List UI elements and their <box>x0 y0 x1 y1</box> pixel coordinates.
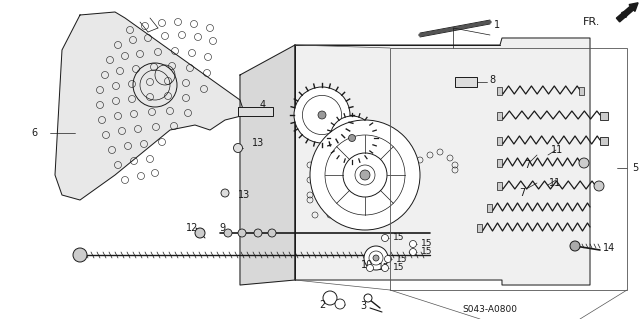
Polygon shape <box>55 12 245 200</box>
Circle shape <box>410 241 417 248</box>
Circle shape <box>330 116 374 160</box>
Polygon shape <box>295 38 590 285</box>
Text: 1: 1 <box>494 20 500 30</box>
Bar <box>497 182 502 190</box>
Text: 3: 3 <box>360 301 366 311</box>
Text: 15: 15 <box>421 248 433 256</box>
Bar <box>390 48 627 290</box>
Circle shape <box>367 264 374 271</box>
Text: 4: 4 <box>260 100 266 110</box>
Text: 11: 11 <box>551 145 563 155</box>
Circle shape <box>381 264 388 271</box>
FancyArrow shape <box>616 3 638 22</box>
Text: 7: 7 <box>524 160 530 170</box>
Text: 15: 15 <box>393 234 404 242</box>
Circle shape <box>195 228 205 238</box>
Circle shape <box>343 153 387 197</box>
Circle shape <box>355 165 375 185</box>
Circle shape <box>325 135 405 215</box>
Bar <box>600 137 608 145</box>
Text: 9: 9 <box>219 223 225 233</box>
Text: 6: 6 <box>32 128 38 138</box>
Circle shape <box>318 111 326 119</box>
Bar <box>477 224 482 232</box>
Circle shape <box>385 256 392 263</box>
Bar <box>238 107 273 116</box>
Bar <box>497 137 502 145</box>
Circle shape <box>302 95 342 135</box>
Circle shape <box>73 248 87 262</box>
Circle shape <box>221 189 229 197</box>
Text: 10: 10 <box>361 260 373 270</box>
Bar <box>497 159 502 167</box>
Circle shape <box>234 144 243 152</box>
Text: 5: 5 <box>632 163 638 173</box>
Circle shape <box>579 158 589 168</box>
Text: S043-A0800: S043-A0800 <box>463 306 518 315</box>
Text: 2: 2 <box>319 300 325 310</box>
Circle shape <box>349 135 355 142</box>
Text: 13: 13 <box>238 190 250 200</box>
Circle shape <box>338 124 366 152</box>
Text: 13: 13 <box>252 138 264 148</box>
Circle shape <box>410 249 417 256</box>
Circle shape <box>254 229 262 237</box>
Polygon shape <box>240 45 295 285</box>
Bar <box>579 87 584 95</box>
Circle shape <box>294 87 350 143</box>
Bar <box>497 87 502 95</box>
Circle shape <box>360 170 370 180</box>
Bar <box>487 204 492 212</box>
Circle shape <box>224 229 232 237</box>
Circle shape <box>310 120 420 230</box>
Circle shape <box>268 229 276 237</box>
Circle shape <box>570 241 580 251</box>
Circle shape <box>364 246 388 270</box>
Bar <box>600 112 608 120</box>
Circle shape <box>335 299 345 309</box>
Circle shape <box>364 294 372 302</box>
Circle shape <box>373 255 379 261</box>
Text: 15: 15 <box>378 263 390 272</box>
Circle shape <box>238 229 246 237</box>
Circle shape <box>381 234 388 241</box>
Text: 7: 7 <box>519 188 525 198</box>
Text: 15: 15 <box>396 255 408 263</box>
Circle shape <box>369 251 383 265</box>
Text: FR.: FR. <box>582 17 600 27</box>
Text: 11: 11 <box>549 178 561 188</box>
Text: 12: 12 <box>186 223 198 233</box>
Bar <box>497 112 502 120</box>
Text: 14: 14 <box>603 243 615 253</box>
Bar <box>455 77 477 87</box>
Circle shape <box>323 291 337 305</box>
Text: 15: 15 <box>393 263 404 272</box>
Text: 15: 15 <box>421 240 433 249</box>
Circle shape <box>594 181 604 191</box>
Text: 8: 8 <box>489 75 495 85</box>
